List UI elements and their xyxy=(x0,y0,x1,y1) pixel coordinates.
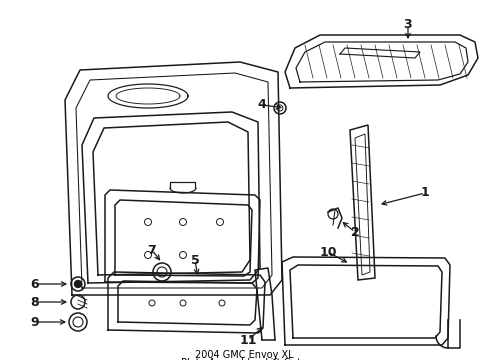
Text: 1: 1 xyxy=(420,186,428,199)
Circle shape xyxy=(74,280,81,288)
Text: 10: 10 xyxy=(319,246,336,258)
Text: 2: 2 xyxy=(350,225,359,238)
Text: 6: 6 xyxy=(31,278,39,291)
Text: 9: 9 xyxy=(31,315,39,328)
Text: 7: 7 xyxy=(147,243,156,256)
Text: Plate Assembly,  Lift Gate: Plate Assembly, Lift Gate xyxy=(181,358,306,360)
Text: 4: 4 xyxy=(257,99,266,112)
Text: 2004 GMC Envoy XL: 2004 GMC Envoy XL xyxy=(194,350,293,360)
Text: 5: 5 xyxy=(190,253,199,266)
Text: 11: 11 xyxy=(239,333,256,346)
Text: 3: 3 xyxy=(403,18,411,31)
Text: 8: 8 xyxy=(31,296,39,309)
